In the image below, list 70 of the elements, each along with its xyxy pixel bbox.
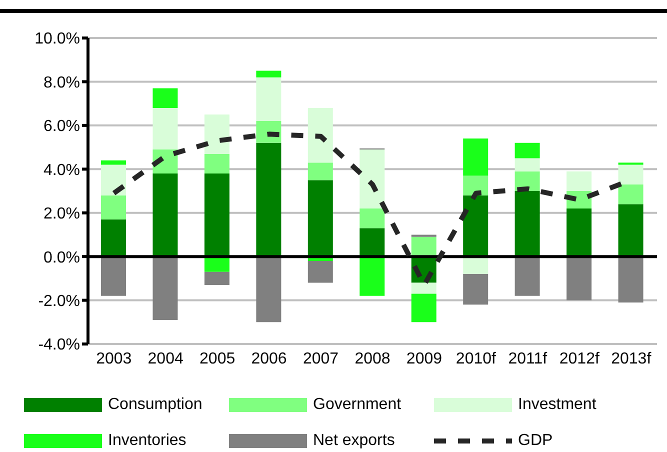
bar (514, 158, 540, 172)
bar (360, 228, 385, 257)
bar (514, 256, 540, 296)
legend-label: Inventories (108, 432, 186, 450)
bar (514, 191, 540, 257)
bar (514, 142, 540, 158)
bar (308, 260, 333, 283)
bar (204, 174, 230, 257)
bar (463, 274, 488, 305)
y-tick-label: -4.0% (38, 336, 80, 354)
bar (256, 70, 282, 78)
bar (101, 195, 126, 220)
y-tick-label: 10.0% (34, 30, 80, 48)
x-tick-label: 2005 (200, 350, 236, 368)
bar (411, 294, 436, 322)
legend-label: Net exports (313, 432, 395, 450)
bar (618, 184, 644, 204)
bar (204, 114, 230, 154)
bar (101, 164, 126, 196)
bar (256, 77, 282, 122)
x-tick-label: 2006 (251, 350, 287, 368)
legend-label: Investment (518, 396, 596, 414)
bar (618, 204, 644, 257)
legend-label: Government (313, 396, 402, 414)
bar (463, 195, 488, 257)
bar (101, 256, 126, 296)
bar (256, 142, 282, 257)
y-tick-label: 4.0% (44, 162, 80, 179)
bar (411, 282, 436, 294)
bar (152, 174, 178, 257)
y-tick-label: 6.0% (44, 118, 80, 136)
bar (204, 154, 230, 174)
legend-label: GDP (518, 432, 553, 450)
bar (101, 219, 126, 257)
bar (152, 256, 178, 320)
x-tick-label: 2013f (611, 350, 652, 368)
x-tick-label: 2004 (148, 350, 184, 368)
x-tick-label: 2009 (406, 350, 442, 368)
bar (566, 208, 592, 257)
x-tick-label: 2010f (456, 350, 497, 368)
y-tick-label: -2.0% (38, 292, 80, 310)
y-tick-label: 2.0% (44, 206, 80, 223)
x-tick-label: 2007 (302, 350, 339, 368)
bar (152, 88, 178, 108)
legend-label: Consumption (108, 396, 202, 414)
bar (618, 256, 644, 302)
bar (308, 180, 333, 257)
x-tick-label: 2012f (559, 350, 600, 368)
bar (463, 176, 488, 196)
x-tick-label: 2008 (354, 350, 390, 368)
bar (411, 236, 436, 257)
bar (152, 108, 178, 150)
bar (101, 160, 126, 165)
bar (204, 256, 230, 272)
bar (204, 272, 230, 285)
bar (256, 256, 282, 322)
bar (463, 256, 488, 274)
y-tick-label: 0.0% (44, 249, 80, 266)
bar (360, 208, 385, 228)
bar (360, 149, 385, 208)
bar (308, 162, 333, 180)
bar (618, 164, 644, 184)
y-tick-label: 8.0% (44, 74, 80, 92)
x-tick-label: 2003 (96, 350, 132, 368)
bar (463, 138, 488, 176)
bar (566, 256, 592, 300)
bar (360, 256, 385, 296)
x-tick-label: 2011f (508, 350, 548, 368)
bar (308, 108, 333, 163)
bar (566, 171, 592, 191)
